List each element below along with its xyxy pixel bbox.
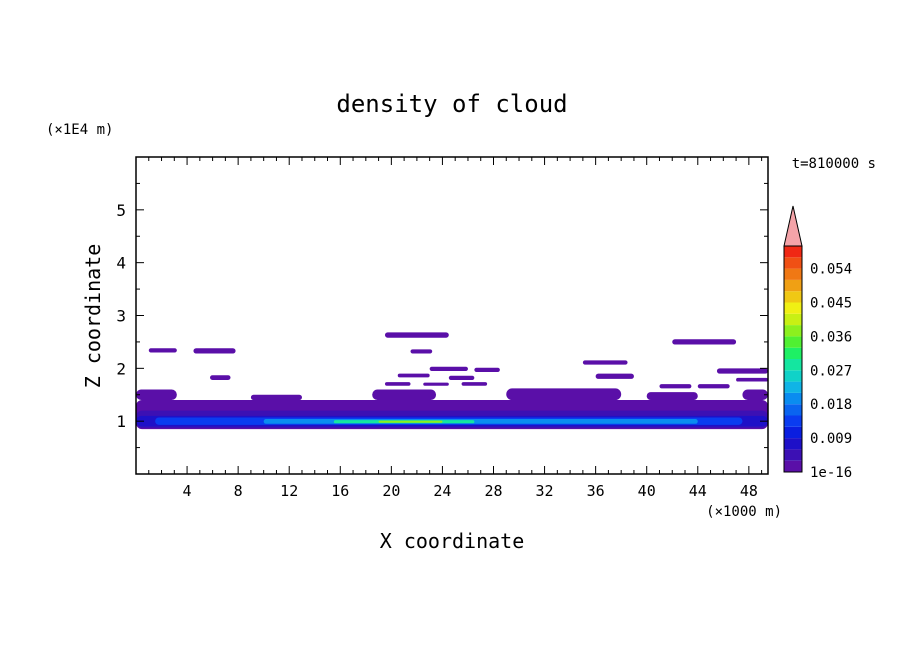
y-tick-label: 4 (116, 254, 126, 273)
contour-region (582, 360, 628, 365)
contour-region (250, 394, 302, 401)
colorbar-label: 0.027 (810, 363, 852, 379)
x-axis-label: X coordinate (380, 529, 525, 553)
colorbar-swatch (784, 347, 802, 359)
x-tick-label: 32 (536, 482, 554, 500)
colorbar-swatch (784, 336, 802, 348)
colorbar-swatch (784, 415, 802, 427)
colorbar-swatch (784, 325, 802, 337)
x-tick-label: 12 (280, 482, 298, 500)
colorbar-swatch (784, 449, 802, 461)
colorbar-label: 0.054 (810, 262, 852, 278)
x-tick-label: 44 (689, 482, 707, 500)
colorbar-swatch (784, 268, 802, 280)
colorbar-swatch (784, 257, 802, 269)
x-tick-label: 36 (587, 482, 605, 500)
y-tick-label: 5 (116, 201, 126, 220)
colorbar-label: 0.018 (810, 397, 852, 413)
contour-region (193, 348, 236, 354)
colorbar-label: 0.009 (810, 431, 852, 447)
colorbar-swatch (784, 291, 802, 303)
contour-region (384, 382, 411, 386)
contour-region (506, 388, 622, 401)
contour-region (736, 377, 768, 382)
contour-region (659, 384, 692, 389)
colorbar-extend-triangle (783, 205, 803, 247)
x-unit-label: (×1000 m) (706, 504, 782, 520)
colorbar-swatch (784, 302, 802, 314)
colorbar-swatch (784, 359, 802, 371)
x-tick-label: 16 (331, 482, 349, 500)
contour-region (397, 373, 430, 378)
colorbar-swatch (784, 392, 802, 405)
x-tick-label: 48 (740, 482, 758, 500)
contour-region (429, 366, 468, 371)
colorbar-swatch (784, 460, 802, 472)
contour-region (595, 373, 634, 379)
colorbar-swatch (784, 246, 802, 258)
contour-region (646, 392, 698, 401)
colorbar-label: 1e-16 (810, 465, 852, 481)
contour-region (263, 419, 698, 424)
y-tick-label: 2 (116, 359, 126, 378)
colorbar-swatch (784, 438, 802, 450)
colorbar: 1e-16 0.009 0.018 0.027 0.036 0.045 0.054 (783, 205, 852, 481)
x-tick-label: 24 (433, 482, 451, 500)
y-tick-label: 3 (116, 307, 126, 326)
plot-frame (135, 156, 769, 475)
y-tick-label: 1 (116, 412, 126, 431)
contour-region (697, 384, 730, 389)
x-tick-label: 20 (382, 482, 400, 500)
y-axis-label: Z coordinate (81, 244, 105, 389)
contour-region (372, 389, 437, 401)
contour-region (148, 348, 177, 353)
contour-fill-layer (136, 332, 768, 430)
contour-region (210, 375, 231, 380)
contour-region (474, 367, 500, 373)
colorbar-label: 0.045 (810, 296, 852, 312)
contour-region (136, 389, 177, 401)
contour-region (423, 382, 449, 386)
contour-region (378, 420, 443, 423)
contour-region (410, 349, 433, 354)
time-label: t=810000 s (792, 156, 876, 172)
colorbar-swatch (784, 426, 802, 439)
contour-region (742, 389, 768, 401)
x-tick-label: 28 (484, 482, 502, 500)
x-tick-label: 8 (234, 482, 243, 500)
contour-region (716, 368, 768, 374)
colorbar-swatch (784, 370, 802, 382)
colorbar-swatch (784, 279, 802, 292)
contour-region (448, 375, 475, 380)
y-unit-label: (×1E4 m) (46, 122, 113, 138)
colorbar-swatch (784, 381, 802, 393)
x-tick-label: 4 (183, 482, 192, 500)
chart-title: density of cloud (336, 90, 567, 118)
colorbar-frame (783, 245, 803, 473)
colorbar-swatch (784, 313, 802, 326)
x-tick-label: 40 (638, 482, 656, 500)
colorbar-label: 0.036 (810, 329, 852, 345)
contour-region (384, 332, 449, 338)
colorbar-swatch (784, 404, 802, 416)
contour-region (672, 339, 737, 345)
contour-region (461, 382, 488, 386)
